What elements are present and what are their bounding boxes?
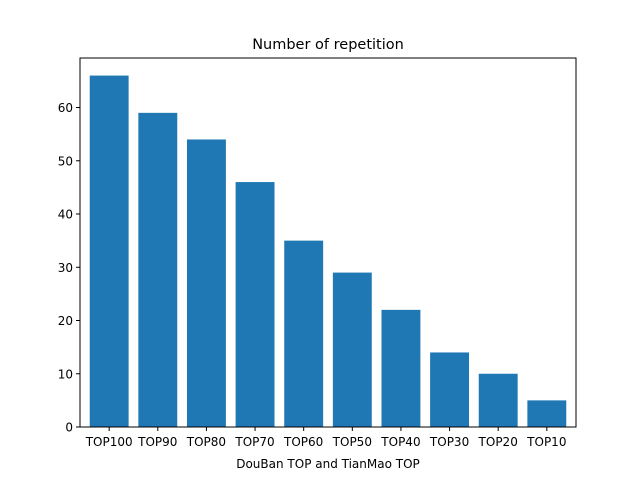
y-tick-label: 40 [58,208,73,222]
bars-layer [89,75,567,428]
x-tick-label: TOP100 [85,435,133,449]
y-axis-ticks: 0 10 20 30 40 50 60 [58,101,80,435]
x-tick-label: TOP50 [332,435,372,449]
bar-top80 [186,139,226,427]
y-tick-label: 10 [58,367,73,381]
bar-top50 [332,272,372,427]
bar-top90 [138,112,178,428]
y-tick-label: 50 [58,154,73,168]
x-axis-ticks: TOP100 TOP90 TOP80 TOP70 TOP60 TOP50 TOP40 TOP3… [85,427,566,449]
chart-title: Number of repetition [252,37,404,53]
y-tick-label: 60 [58,101,73,115]
bar-top20 [478,373,518,427]
bar-top40 [381,309,421,427]
x-tick-label: TOP70 [234,435,274,449]
bar-top30 [430,352,470,427]
y-tick-label: 30 [58,261,73,275]
bar-top60 [284,240,324,427]
x-tick-label: TOP10 [526,435,566,449]
x-tick-label: TOP40 [380,435,420,449]
x-tick-label: TOP80 [186,435,226,449]
axes-frame [79,57,577,428]
y-tick-label: 20 [58,314,73,328]
y-tick-label: 0 [65,421,73,435]
x-axis-label: DouBan TOP and TianMao TOP [236,457,420,471]
x-tick-label: TOP90 [137,435,177,449]
bar-top70 [235,182,275,427]
bar-top10 [527,400,567,427]
x-tick-label: TOP20 [478,435,518,449]
x-tick-label: TOP30 [429,435,469,449]
x-tick-label: TOP60 [283,435,323,449]
bar-top100 [89,75,129,428]
